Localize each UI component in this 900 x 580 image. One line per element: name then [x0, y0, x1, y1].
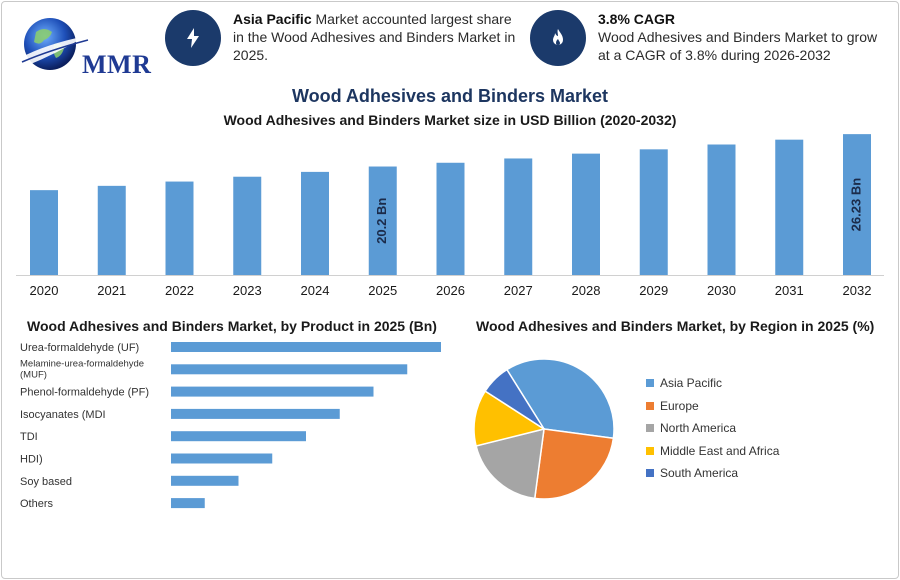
pie-slice-north-america: [475, 428, 545, 500]
region-chart-title: Wood Adhesives and Binders Market, by Re…: [476, 318, 875, 334]
x-tick-label: 2028: [572, 283, 601, 298]
cagr-callout-text: 3.8% CAGR Wood Adhesives and Binders Mar…: [598, 10, 883, 64]
x-tick-label: 2031: [775, 283, 804, 298]
product-bar: [171, 386, 374, 397]
bar-2031: [775, 139, 804, 275]
product-chart-title: Wood Adhesives and Binders Market, by Pr…: [27, 318, 437, 334]
legend-label: North America: [660, 421, 737, 436]
region-pie-chart: [473, 358, 615, 500]
bar-2025: [368, 166, 397, 275]
bar-2027: [504, 158, 533, 275]
pie-slice-europe: [533, 428, 615, 500]
product-label-cont: (MUF): [20, 369, 47, 380]
product-label: Phenol-formaldehyde (PF): [20, 387, 149, 399]
product-label: Isocyanates (MDI: [20, 409, 106, 421]
bar-2020: [30, 190, 58, 275]
bar-2022: [165, 181, 194, 275]
legend-label: Europe: [660, 398, 699, 413]
legend-item: North America: [646, 417, 779, 440]
product-label: Soy based: [20, 476, 72, 488]
legend-label: South America: [660, 466, 739, 481]
legend-swatch: [646, 469, 654, 478]
bar-chart-title: Wood Adhesives and Binders Market size i…: [223, 112, 677, 128]
bar-2024: [301, 171, 329, 275]
legend-swatch: [646, 401, 654, 410]
bar-2023: [233, 176, 262, 275]
product-bar: [171, 453, 273, 464]
product-bar: [171, 431, 306, 442]
cagr-title: 3.8% CAGR: [598, 11, 676, 27]
legend-label: Middle East and Africa: [660, 443, 780, 458]
market-size-bar-chart: 2020 2021 2022 2023 2024 2025 20.2 Bn 2026 2027 2…: [16, 134, 884, 298]
product-bar: [171, 364, 408, 375]
product-label: Others: [20, 498, 54, 510]
data-label: 20.2 Bn: [374, 198, 389, 244]
product-label: HDI): [20, 454, 43, 466]
x-tick-label: 2030: [707, 283, 736, 298]
legend-swatch: [646, 446, 654, 455]
x-tick-label: 2022: [165, 283, 194, 298]
flame-icon: [530, 10, 586, 66]
product-bar: [171, 408, 340, 419]
product-label: Urea-formaldehyde (UF): [20, 342, 139, 354]
x-tick-label: 2029: [639, 283, 668, 298]
cagr-body: Wood Adhesives and Binders Market to gro…: [598, 29, 878, 63]
legend-item: Asia Pacific: [646, 372, 779, 395]
product-label: Melamine-urea-formaldehyde: [20, 358, 144, 369]
bar-2028: [572, 153, 600, 275]
cagr-callout: 3.8% CAGR Wood Adhesives and Binders Mar…: [530, 10, 890, 66]
product-label: TDI: [20, 431, 38, 443]
mmr-logo: MMR: [16, 14, 151, 79]
product-bar-chart: Urea-formaldehyde (UF) Melamine-urea-form…: [20, 342, 441, 510]
pie-slice-asia-pacific: [505, 358, 615, 440]
region-legend: Asia Pacific Europe North America Middle Ea…: [646, 372, 779, 485]
legend-item: Middle East and Africa: [646, 440, 779, 463]
pie-slice-south-america: [484, 368, 545, 430]
x-tick-label: 2032: [843, 283, 872, 298]
region-callout-text: Asia Pacific Market accounted largest sh…: [233, 10, 523, 64]
region-callout: Asia Pacific Market accounted largest sh…: [165, 10, 525, 66]
product-bar: [171, 498, 205, 509]
lightning-icon: [165, 10, 221, 66]
product-bar: [171, 342, 441, 352]
data-label: 26.23 Bn: [848, 178, 863, 232]
x-tick-label: 2023: [233, 283, 262, 298]
x-tick-label: 2024: [301, 283, 330, 298]
legend-swatch: [646, 379, 654, 388]
logo-text: MMR: [82, 50, 152, 79]
x-tick-label: 2020: [30, 283, 59, 298]
legend-item: Europe: [646, 395, 779, 418]
globe-icon: [20, 18, 89, 70]
region-callout-body: Market accounted largest share in the Wo…: [233, 11, 516, 63]
pie-slice-middle-east-and-africa: [473, 390, 546, 447]
legend-label: Asia Pacific: [660, 376, 723, 391]
region-callout-bold: Asia Pacific: [233, 11, 312, 27]
legend-item: South America: [646, 462, 779, 485]
x-tick-label: 2025: [368, 283, 397, 298]
bar-2032: [843, 134, 871, 275]
product-bar: [171, 475, 239, 486]
x-tick-label: 2026: [436, 283, 465, 298]
x-tick-label: 2021: [97, 283, 126, 298]
bar-2030: [707, 144, 736, 275]
page-title: Wood Adhesives and Binders Market: [291, 86, 609, 106]
x-tick-label: 2027: [504, 283, 533, 298]
bar-2021: [97, 185, 126, 275]
bar-2029: [639, 149, 668, 275]
legend-swatch: [646, 424, 654, 433]
bar-2026: [436, 162, 465, 275]
